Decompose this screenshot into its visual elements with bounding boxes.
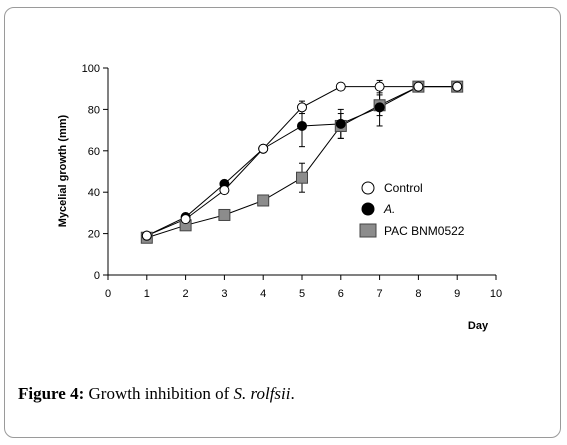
series-markers bbox=[140, 80, 464, 244]
caption-species: S. rolfsii bbox=[233, 384, 291, 403]
series-error-bars bbox=[299, 79, 383, 193]
y-tick-label: 80 bbox=[88, 104, 100, 116]
legend-marker-1 bbox=[361, 202, 375, 216]
data-point-2 bbox=[218, 208, 231, 221]
x-tick-label: 8 bbox=[415, 288, 421, 300]
data-point-0 bbox=[297, 102, 307, 113]
data-point-1 bbox=[374, 102, 385, 113]
y-tick-label: 60 bbox=[88, 146, 100, 158]
chart-legend: Control A. PAC BNM0522 bbox=[359, 181, 465, 238]
x-axis-title: Day bbox=[468, 320, 489, 332]
x-tick-label: 9 bbox=[454, 288, 460, 300]
data-point-1 bbox=[297, 120, 307, 131]
x-tick-label: 0 bbox=[105, 288, 111, 300]
data-point-0 bbox=[413, 81, 424, 92]
legend-label-2: PAC BNM0522 bbox=[384, 224, 465, 238]
y-axis-title: Mycelial growth (mm) bbox=[57, 114, 69, 227]
x-tick-label: 7 bbox=[377, 288, 383, 300]
figure-caption: Figure 4: Growth inhibition of S. rolfsi… bbox=[18, 384, 295, 404]
legend-marker-2 bbox=[359, 223, 377, 238]
legend-label-1: A. bbox=[383, 202, 395, 216]
x-tick-label: 3 bbox=[221, 288, 227, 300]
x-tick-label: 1 bbox=[144, 288, 150, 300]
data-point-0 bbox=[258, 143, 269, 154]
data-point-0 bbox=[335, 81, 346, 92]
x-tick-label: 6 bbox=[338, 288, 344, 300]
caption-label: Figure 4: bbox=[18, 384, 85, 403]
caption-text: Growth inhibition of bbox=[84, 384, 234, 403]
legend-label-0: Control bbox=[384, 181, 423, 195]
y-tick-label: 0 bbox=[94, 270, 100, 282]
data-point-0 bbox=[180, 214, 191, 225]
data-point-1 bbox=[335, 118, 346, 129]
data-point-2 bbox=[257, 194, 270, 207]
x-tick-label: 2 bbox=[183, 288, 189, 300]
y-tick-label: 40 bbox=[88, 187, 100, 199]
chart-axes: 0 20 40 60 80 100 0 1 2 3 4 5 6 7 8 9 10 bbox=[82, 63, 502, 300]
x-tick-label: 4 bbox=[260, 288, 266, 300]
x-tick-label: 10 bbox=[490, 288, 502, 300]
figure-frame bbox=[4, 7, 561, 438]
data-point-2 bbox=[296, 171, 308, 184]
caption-end: . bbox=[290, 384, 295, 403]
data-point-0 bbox=[141, 230, 152, 241]
legend-marker-0 bbox=[361, 181, 375, 195]
data-point-0 bbox=[452, 81, 463, 92]
y-tick-label: 20 bbox=[88, 229, 100, 241]
data-point-0 bbox=[374, 81, 385, 92]
data-point-0 bbox=[219, 185, 230, 196]
y-tick-label: 100 bbox=[82, 63, 100, 75]
x-tick-label: 5 bbox=[299, 288, 305, 300]
